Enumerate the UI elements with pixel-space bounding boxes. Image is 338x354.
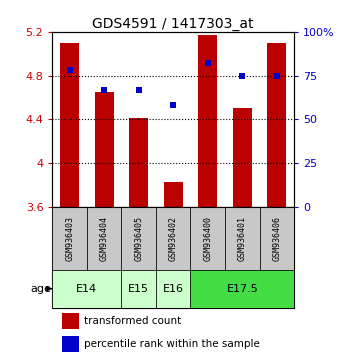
Text: GSM936405: GSM936405 (134, 216, 143, 261)
Text: transformed count: transformed count (84, 316, 181, 326)
Text: percentile rank within the sample: percentile rank within the sample (84, 339, 260, 349)
Bar (95, 92, 114, 207)
Text: GSM936400: GSM936400 (203, 216, 212, 261)
Bar (191, 207, 225, 269)
Bar (191, 269, 294, 308)
Bar (121, 207, 156, 269)
Text: GSM936406: GSM936406 (272, 216, 281, 261)
Bar (52, 207, 87, 269)
Bar (62, 336, 79, 352)
Text: E14: E14 (76, 284, 97, 294)
Point (171, 102, 176, 108)
Point (274, 73, 280, 78)
Bar (60, 43, 79, 207)
Bar (52, 269, 121, 308)
Bar (156, 269, 191, 308)
Text: GSM936401: GSM936401 (238, 216, 247, 261)
Bar (156, 207, 191, 269)
Bar (260, 207, 294, 269)
Bar (198, 35, 217, 207)
Bar (225, 207, 260, 269)
Text: E17.5: E17.5 (226, 284, 258, 294)
Bar (164, 182, 183, 207)
Bar (121, 269, 156, 308)
Point (136, 87, 141, 92)
Text: GSM936402: GSM936402 (169, 216, 178, 261)
Point (101, 87, 107, 92)
Text: GSM936403: GSM936403 (65, 216, 74, 261)
Point (67, 68, 72, 73)
Bar (233, 108, 252, 207)
Point (205, 61, 211, 66)
Text: GSM936404: GSM936404 (100, 216, 109, 261)
Bar (87, 207, 121, 269)
Bar (267, 43, 286, 207)
Bar (129, 118, 148, 207)
Title: GDS4591 / 1417303_at: GDS4591 / 1417303_at (93, 17, 254, 31)
Text: E15: E15 (128, 284, 149, 294)
Text: E16: E16 (163, 284, 184, 294)
Point (240, 73, 245, 78)
Bar (62, 313, 79, 329)
Text: age: age (31, 284, 52, 294)
